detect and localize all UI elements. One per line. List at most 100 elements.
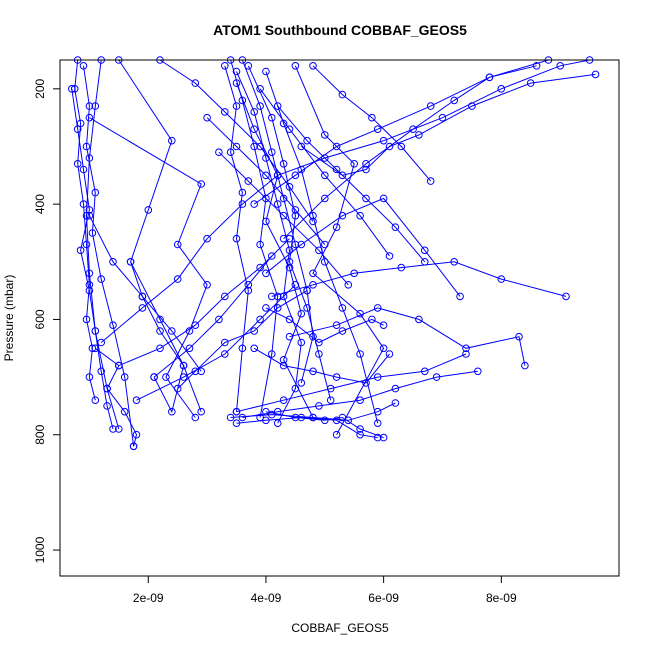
plot-area — [59, 56, 620, 577]
series-25 — [262, 407, 388, 442]
data-point — [238, 188, 247, 197]
series-0 — [70, 56, 100, 405]
series-line — [230, 402, 396, 421]
data-point — [126, 258, 135, 266]
series-line — [118, 238, 290, 367]
series-line — [85, 59, 120, 430]
series-line — [301, 73, 596, 176]
data-point — [162, 373, 170, 381]
y-tick-label: 200 — [33, 78, 47, 98]
data-point — [256, 85, 264, 93]
series-line — [118, 59, 185, 414]
data-point — [279, 119, 288, 128]
data-point — [109, 425, 117, 433]
data-point — [362, 379, 370, 387]
data-point — [82, 240, 91, 249]
series-line — [259, 88, 390, 257]
data-point — [321, 171, 329, 180]
series-line — [100, 174, 279, 343]
data-point — [279, 361, 288, 370]
series-line — [83, 65, 135, 447]
data-point — [88, 229, 97, 237]
data-point — [109, 258, 117, 266]
data-point — [379, 136, 388, 145]
data-point — [368, 315, 376, 324]
series-40 — [309, 62, 435, 185]
data-point — [309, 413, 317, 422]
data-point — [291, 211, 300, 220]
data-point — [426, 177, 435, 185]
data-point — [85, 281, 94, 289]
data-point — [373, 125, 382, 133]
data-point — [385, 252, 394, 260]
data-point — [385, 350, 394, 358]
data-point — [144, 206, 153, 214]
data-point — [97, 338, 105, 347]
data-point — [462, 350, 470, 358]
series-6 — [221, 62, 253, 416]
series-13 — [291, 62, 388, 439]
data-point — [285, 315, 294, 324]
data-point — [250, 200, 258, 208]
data-point — [379, 194, 388, 203]
data-point — [129, 442, 138, 451]
data-point — [321, 416, 329, 425]
data-point — [256, 315, 264, 324]
data-point — [179, 361, 188, 370]
series-line — [265, 307, 384, 344]
series-34 — [156, 56, 317, 226]
series-28 — [132, 281, 300, 405]
data-point — [309, 217, 317, 226]
data-point — [356, 425, 364, 433]
data-point — [309, 281, 317, 289]
data-point — [262, 269, 270, 278]
data-point — [356, 211, 364, 220]
series-line — [242, 370, 478, 418]
data-point — [232, 79, 241, 87]
data-point — [373, 419, 382, 428]
data-point — [373, 304, 382, 312]
data-point — [297, 309, 306, 318]
data-point — [309, 269, 317, 278]
series-21 — [232, 350, 470, 416]
data-point — [332, 430, 341, 439]
series-line — [265, 411, 384, 439]
data-point — [73, 160, 82, 168]
data-point — [362, 194, 370, 203]
data-point — [332, 321, 341, 330]
data-point — [85, 154, 94, 162]
series-line — [159, 59, 314, 222]
data-point — [191, 367, 200, 376]
data-point — [82, 142, 91, 151]
data-point — [262, 217, 270, 226]
y-axis-label: Pressure (mbar) — [2, 275, 16, 362]
data-point — [179, 373, 188, 381]
data-point — [421, 367, 429, 376]
data-point — [315, 402, 323, 410]
data-point — [279, 194, 288, 203]
data-point — [150, 373, 158, 381]
data-point — [321, 194, 329, 203]
data-point — [303, 286, 311, 295]
data-point — [173, 384, 182, 393]
data-point — [97, 367, 105, 376]
data-point — [309, 62, 317, 70]
data-point — [91, 327, 100, 335]
series-line — [95, 347, 138, 447]
data-point — [356, 396, 364, 405]
data-point — [415, 131, 423, 139]
data-point — [338, 304, 347, 312]
data-point — [79, 62, 88, 70]
data-point — [215, 315, 223, 324]
series-line — [265, 71, 379, 424]
data-point — [415, 315, 423, 324]
series-line — [153, 255, 273, 378]
data-point — [221, 350, 229, 358]
data-point — [391, 223, 400, 231]
data-point — [515, 332, 523, 341]
y-tick-label: 1000 — [33, 536, 47, 563]
data-point — [303, 136, 311, 145]
data-point — [279, 211, 288, 220]
data-point — [356, 430, 364, 439]
data-point — [315, 338, 323, 347]
